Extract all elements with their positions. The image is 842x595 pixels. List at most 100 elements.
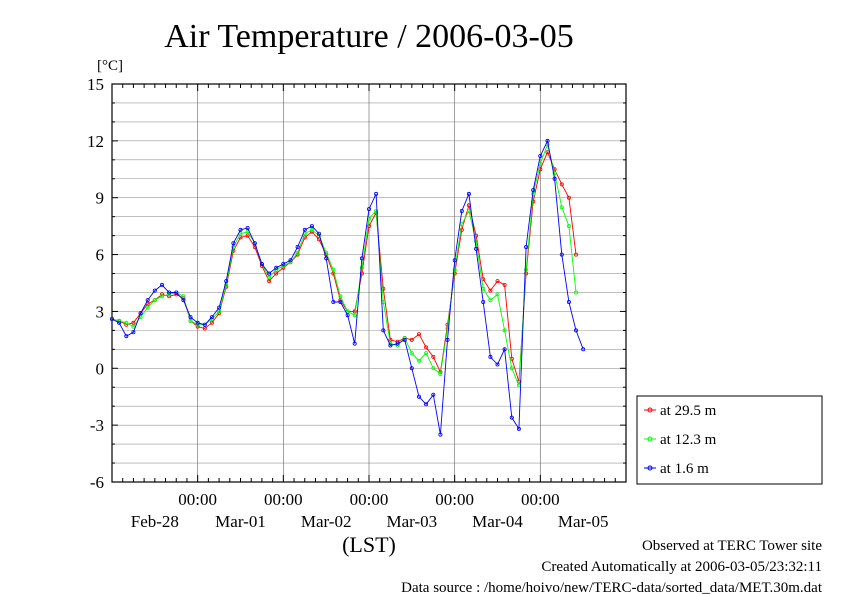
data-point (252, 241, 257, 246)
data-point (274, 265, 279, 270)
data-point (124, 320, 129, 325)
data-point (202, 322, 207, 327)
data-point (345, 313, 350, 318)
data-point (374, 191, 379, 196)
data-point (531, 188, 536, 193)
data-point (366, 207, 371, 212)
data-point (538, 153, 543, 158)
data-point (481, 299, 486, 304)
data-point (245, 225, 250, 230)
data-point (209, 320, 214, 325)
data-point (559, 182, 564, 187)
data-point (188, 318, 193, 323)
y-tick-label: 12 (87, 132, 104, 151)
axis-ticks (112, 83, 626, 483)
x-time-label: 00:00 (178, 490, 217, 509)
x-tick-labels: 00:00 00:00 00:00 00:00 00:00 Feb-28 Mar-01 Mar… (131, 490, 609, 531)
data-point (110, 316, 115, 321)
y-tick-label: 6 (96, 246, 105, 265)
x-time-label: 00:00 (435, 490, 474, 509)
y-tick-label: -6 (90, 473, 104, 492)
data-point (238, 227, 243, 232)
data-point (124, 334, 129, 339)
series-line (111, 151, 577, 382)
legend-marker (647, 407, 653, 413)
data-point (488, 298, 493, 303)
data-point (295, 244, 300, 249)
data-point (381, 328, 386, 333)
data-point (316, 231, 321, 236)
data-point (488, 354, 493, 359)
data-point (566, 299, 571, 304)
data-point (559, 252, 564, 257)
data-point (338, 294, 343, 299)
legend-label: at 1.6 m (660, 461, 709, 477)
data-point (274, 271, 279, 276)
data-point (331, 267, 336, 272)
y-tick-labels: 15 12 9 6 3 0 -3 -6 (87, 75, 104, 492)
legend-label: at 29.5 m (660, 403, 717, 419)
data-point (188, 315, 193, 320)
data-point (424, 402, 429, 407)
data-point (566, 195, 571, 200)
data-point (495, 279, 500, 284)
x-time-label: 00:00 (521, 490, 560, 509)
data-point (295, 250, 300, 255)
legend-items: at 29.5 m at 12.3 m at 1.6 m (644, 403, 717, 477)
data-point (152, 288, 157, 293)
data-point (181, 298, 186, 303)
y-tick-label: 9 (96, 189, 105, 208)
data-point (259, 261, 264, 266)
data-point (459, 208, 464, 213)
data-point (424, 345, 429, 350)
data-point (466, 191, 471, 196)
data-point (402, 337, 407, 342)
series (110, 138, 586, 437)
series-group (110, 138, 586, 437)
data-point (445, 337, 450, 342)
data-point (574, 328, 579, 333)
data-point (309, 224, 314, 229)
data-point (459, 227, 464, 232)
data-point (502, 347, 507, 352)
data-point (374, 208, 379, 213)
data-point (159, 282, 164, 287)
data-point (131, 330, 136, 335)
data-point (474, 246, 479, 251)
data-point (352, 313, 357, 318)
footer-source: Data source : /home/hoivo/new/TERC-data/… (401, 580, 823, 595)
x-time-label: 00:00 (350, 490, 389, 509)
data-point (395, 341, 400, 346)
y-tick-label: 3 (96, 302, 105, 321)
data-point (145, 305, 150, 310)
data-point (366, 224, 371, 229)
legend-box (636, 395, 823, 485)
x-day-label: Mar-02 (301, 512, 352, 531)
data-point (217, 305, 222, 310)
data-point (302, 227, 307, 232)
data-point (267, 275, 272, 280)
data-point (416, 394, 421, 399)
data-point (574, 290, 579, 295)
x-time-label: 00:00 (264, 490, 303, 509)
data-point (431, 392, 436, 397)
data-point (466, 208, 471, 213)
data-point (552, 176, 557, 181)
data-point (231, 241, 236, 246)
x-day-label: Mar-05 (558, 512, 609, 531)
data-point (281, 261, 286, 266)
data-point (381, 286, 386, 291)
data-point (552, 171, 557, 176)
legend-label: at 12.3 m (660, 432, 717, 448)
data-point (545, 138, 550, 143)
series (110, 142, 579, 388)
data-point (331, 299, 336, 304)
data-point (409, 366, 414, 371)
data-point (267, 271, 272, 276)
data-point (388, 343, 393, 348)
data-point (145, 298, 150, 303)
data-point (524, 244, 529, 249)
data-point (309, 227, 314, 232)
y-tick-label: -3 (90, 416, 104, 435)
